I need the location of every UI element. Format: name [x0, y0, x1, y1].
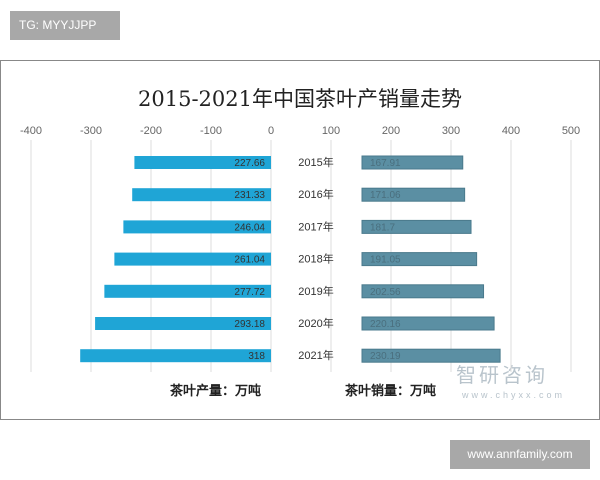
production-bar [132, 188, 271, 202]
x-tick-label: 100 [322, 125, 340, 137]
tag-label: TG: MYYJJPP [10, 11, 120, 40]
sales-bar [361, 284, 485, 299]
sales-data-label: 202.56 [370, 287, 401, 298]
x-tick-label: -400 [20, 125, 42, 137]
sales-data-label: 167.91 [370, 158, 401, 169]
x-tick-label: 400 [502, 125, 520, 137]
category-label: 2018年 [298, 252, 333, 266]
sales-data-label: 171.06 [370, 190, 401, 201]
sales-data-label: 230.19 [370, 351, 401, 362]
production-data-label: 318 [248, 351, 265, 362]
x-tick-label: 500 [562, 125, 580, 137]
sales-data-label: 220.16 [370, 319, 401, 330]
sales-bar [361, 219, 472, 234]
production-data-label: 231.33 [234, 190, 265, 201]
x-tick-label: 300 [442, 125, 460, 137]
watermark-url: www.chyxx.com [462, 390, 566, 400]
sales-bar [361, 316, 495, 331]
legend-production: 茶叶产量：万吨 [170, 383, 261, 398]
production-bar [134, 156, 271, 169]
legend-sales: 茶叶销量：万吨 [345, 383, 436, 398]
production-data-label: 261.04 [234, 255, 265, 266]
category-label: 2019年 [298, 284, 333, 298]
sales-data-label: 191.05 [370, 255, 401, 266]
production-bar [123, 220, 271, 234]
production-data-label: 246.04 [234, 222, 265, 233]
production-bar [95, 317, 271, 330]
x-tick-label: -100 [200, 125, 222, 137]
sales-bar [361, 252, 478, 267]
production-data-label: 277.72 [234, 287, 265, 298]
x-tick-label: -200 [140, 125, 162, 137]
category-label: 2021年 [298, 348, 333, 362]
production-data-label: 227.66 [234, 158, 265, 169]
x-tick-label: 0 [268, 125, 274, 137]
production-data-label: 293.18 [234, 319, 265, 330]
x-tick-label: 200 [382, 125, 400, 137]
category-label: 2016年 [298, 187, 333, 201]
production-bar [114, 252, 271, 266]
production-bar [104, 284, 271, 298]
category-label: 2017年 [298, 219, 333, 233]
sales-bar [361, 187, 466, 202]
footer-label: www.annfamily.com [450, 440, 590, 469]
sales-bar [361, 155, 464, 170]
category-label: 2015年 [298, 155, 333, 169]
sales-data-label: 181.7 [370, 222, 395, 233]
watermark-logo: 智研咨询 [456, 365, 548, 387]
x-tick-label: -300 [80, 125, 102, 137]
category-label: 2020年 [298, 316, 333, 330]
production-bar [80, 349, 271, 363]
sales-bar [361, 348, 501, 363]
chart-title: 2015-2021年中国茶叶产销量走势 [138, 87, 462, 111]
